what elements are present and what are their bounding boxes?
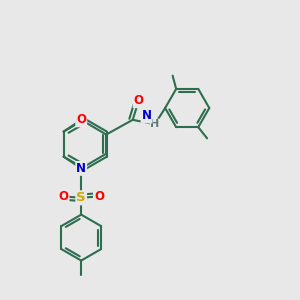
Text: O: O (58, 190, 68, 203)
Text: S: S (76, 191, 86, 204)
Text: N: N (142, 110, 152, 122)
Text: H: H (150, 119, 160, 129)
Text: O: O (134, 94, 144, 107)
Text: N: N (76, 162, 86, 175)
Text: O: O (76, 113, 86, 126)
Text: O: O (94, 190, 104, 203)
